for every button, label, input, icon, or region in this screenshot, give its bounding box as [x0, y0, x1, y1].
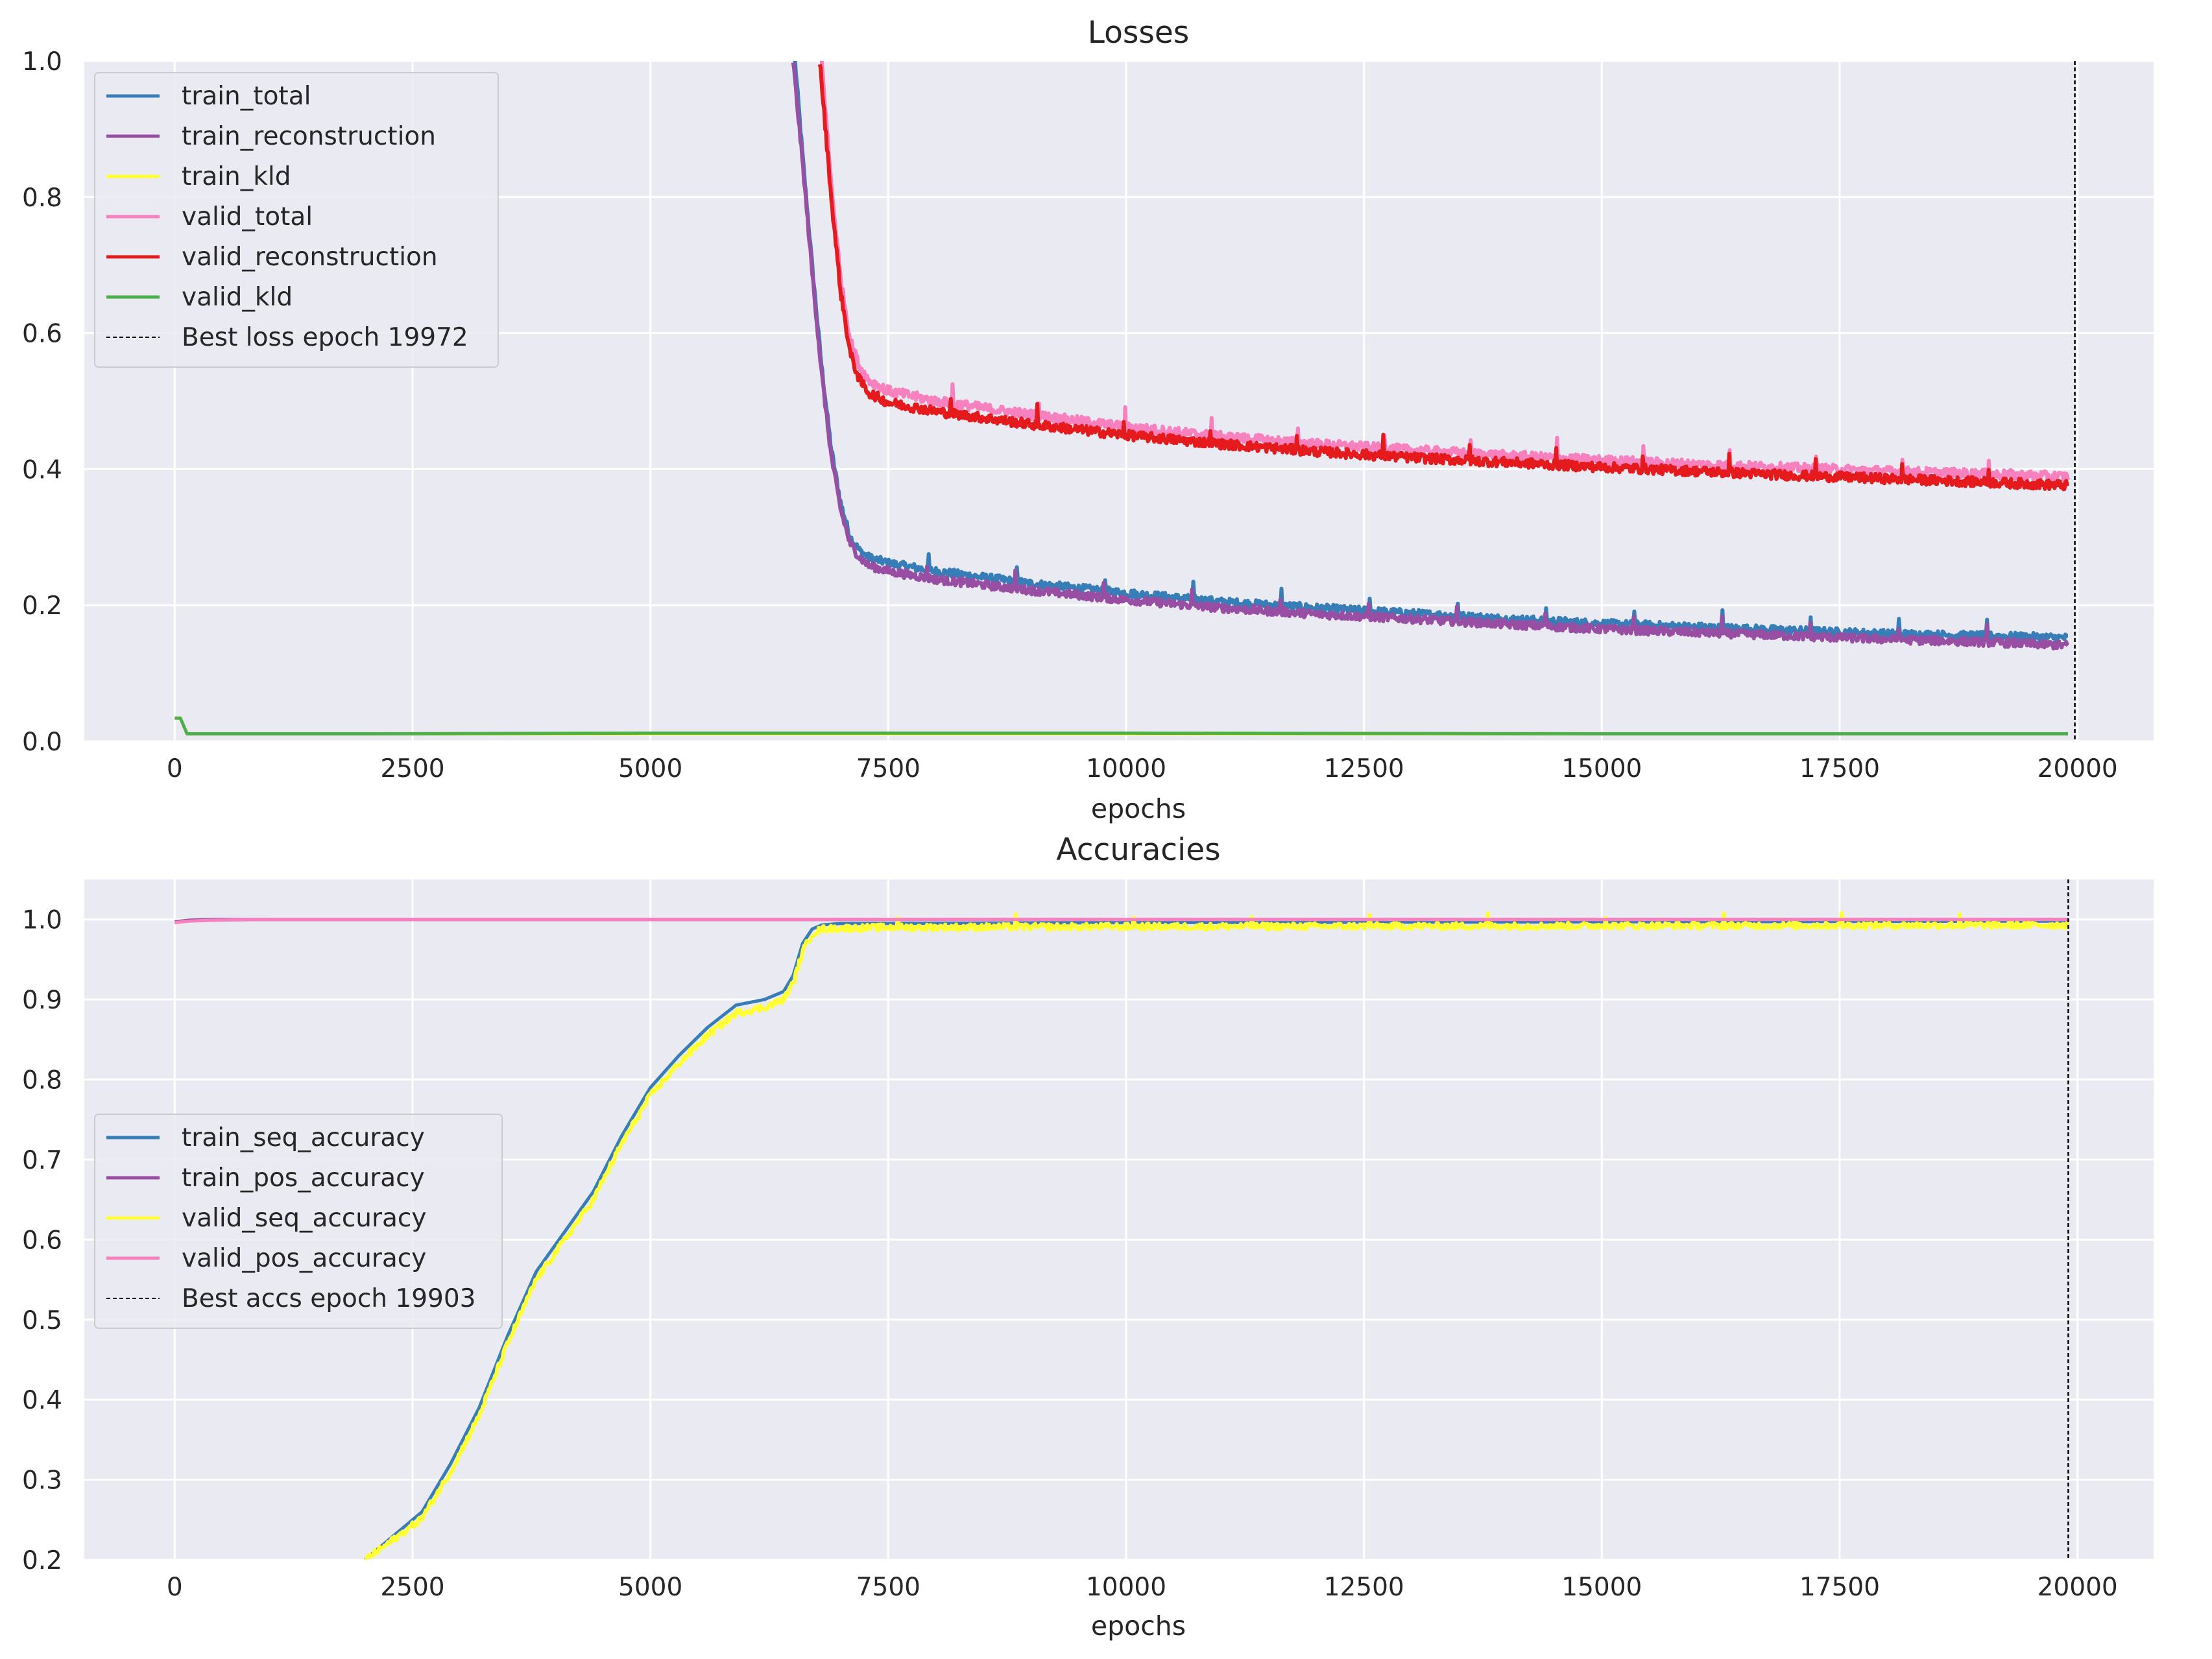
accuracies-y-tick-label: 0.2: [22, 1546, 62, 1575]
legend-label: Best accs epoch 19903: [182, 1284, 476, 1313]
accuracies-series: [174, 911, 2070, 1560]
series-line-train-reconstruction: [791, 62, 2070, 650]
accuracies-x-ticks: 0 2500 5000 7500 10000 12500 15000 17500 20000: [167, 1573, 2118, 1602]
losses-title: Losses: [1088, 15, 1190, 51]
legend-label: train_total: [182, 82, 311, 111]
accuracies-x-tick-label: 2500: [380, 1573, 444, 1602]
series-line-valid-seq-accuracy: [364, 911, 2070, 1560]
losses-x-tick-label: 0: [167, 754, 183, 783]
accuracies-x-axis-label: epochs: [1091, 1610, 1186, 1641]
losses-x-tick-label: 5000: [618, 754, 682, 783]
losses-x-axis-label: epochs: [1091, 793, 1186, 824]
accuracies-x-tick-label: 15000: [1561, 1573, 1642, 1602]
legend-label: train_kld: [182, 162, 291, 191]
legend-label: train_pos_accuracy: [182, 1164, 425, 1193]
accuracies-legend-frame: [94, 1114, 503, 1329]
losses-x-tick-label: 7500: [856, 754, 920, 783]
accuracies-y-tick-label: 0.9: [22, 986, 62, 1015]
accuracies-x-tick-label: 0: [167, 1573, 183, 1602]
accuracies-y-ticks: 0.2 0.3 0.4 0.5 0.6 0.7 0.8 0.9 1.0: [22, 906, 62, 1575]
accuracies-y-tick-label: 0.3: [22, 1466, 62, 1496]
accuracies-y-tick-label: 1.0: [22, 906, 62, 935]
legend-label: valid_pos_accuracy: [182, 1244, 426, 1273]
losses-x-tick-label: 15000: [1561, 754, 1642, 783]
series-line-valid-reconstruction: [817, 64, 2070, 492]
accuracies-title: Accuracies: [1056, 832, 1220, 868]
accuracies-x-tick-label: 20000: [2038, 1573, 2118, 1602]
accuracies-x-tick-label: 17500: [1799, 1573, 1880, 1602]
accuracies-x-tick-label: 5000: [618, 1573, 682, 1602]
losses-y-tick-label: 0.6: [22, 320, 62, 349]
losses-y-tick-label: 0.4: [22, 455, 62, 484]
losses-x-tick-label: 20000: [2038, 754, 2118, 783]
accuracies-y-tick-label: 0.5: [22, 1306, 62, 1335]
losses-y-tick-label: 0.0: [22, 728, 62, 757]
legend-label: valid_seq_accuracy: [182, 1204, 426, 1233]
accuracies-grid: [84, 879, 2154, 1561]
legend-label: valid_kld: [182, 283, 293, 312]
losses-x-tick-label: 2500: [380, 754, 444, 783]
losses-grid: [84, 60, 2154, 743]
losses-y-tick-label: 1.0: [22, 47, 62, 77]
losses-x-tick-label: 12500: [1324, 754, 1404, 783]
losses-chart: 0 2500 5000 7500 10000 12500 15000 17500 20000 0…: [22, 15, 2154, 824]
losses-legend[interactable]: train_total train_reconstruction train_kld…: [94, 72, 499, 368]
legend-label: valid_reconstruction: [182, 243, 438, 272]
losses-series: [174, 61, 2070, 735]
legend-label: train_seq_accuracy: [182, 1123, 425, 1152]
legend-label: train_reconstruction: [182, 122, 436, 151]
accuracies-x-tick-label: 7500: [856, 1573, 920, 1602]
accuracies-y-tick-label: 0.6: [22, 1226, 62, 1255]
accuracies-legend[interactable]: train_seq_accuracy train_pos_accuracyvali…: [94, 1114, 503, 1329]
losses-x-tick-label: 10000: [1086, 754, 1166, 783]
losses-x-ticks: 0 2500 5000 7500 10000 12500 15000 17500 20000: [167, 754, 2118, 783]
losses-y-ticks: 0.0 0.2 0.4 0.6 0.8 1.0: [22, 47, 62, 757]
legend-label: Best loss epoch 19972: [182, 323, 468, 352]
accuracies-chart: 0 2500 5000 7500 10000 12500 15000 17500 20000 0…: [22, 832, 2154, 1641]
losses-y-tick-label: 0.8: [22, 184, 62, 213]
legend-label: valid_total: [182, 202, 313, 232]
accuracies-x-tick-label: 12500: [1324, 1573, 1404, 1602]
accuracies-x-tick-label: 10000: [1086, 1573, 1166, 1602]
losses-y-tick-label: 0.2: [22, 591, 62, 621]
accuracies-y-tick-label: 0.7: [22, 1146, 62, 1175]
accuracies-y-tick-label: 0.4: [22, 1386, 62, 1415]
series-line-train-seq-accuracy: [364, 919, 2069, 1560]
accuracies-y-tick-label: 0.8: [22, 1066, 62, 1095]
losses-legend-frame: [94, 72, 499, 368]
series-line-valid-kld: [174, 716, 2068, 735]
series-line-valid-pos-accuracy: [174, 918, 2068, 925]
losses-x-tick-label: 17500: [1799, 754, 1880, 783]
